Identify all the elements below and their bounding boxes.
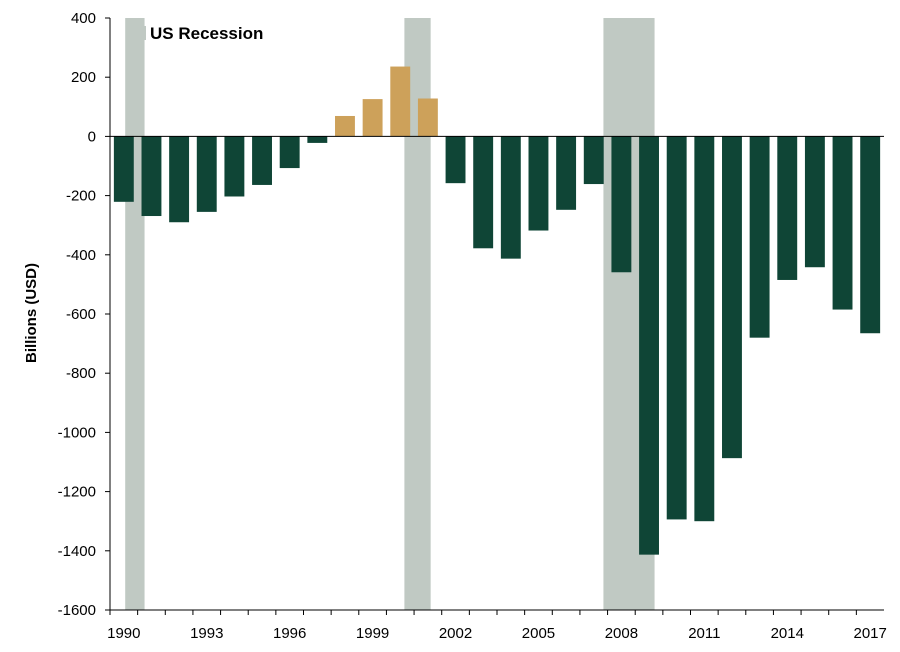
bar-1995: [252, 136, 272, 185]
y-tick-label: 200: [71, 69, 96, 86]
axes: [105, 17, 884, 615]
y-tick-label: -1200: [58, 484, 96, 501]
legend: US Recession: [134, 24, 263, 43]
bar-1998: [335, 115, 355, 137]
bar-2004: [500, 136, 521, 259]
bar-2009: [639, 136, 659, 555]
bar-2001: [417, 98, 438, 137]
bar-1994: [224, 136, 245, 197]
x-tick-label: 2017: [853, 625, 886, 642]
x-tick-label: 2008: [605, 625, 638, 642]
bar-2000: [390, 66, 411, 137]
y-tick-label: -1000: [58, 424, 96, 441]
bar-2003: [473, 136, 494, 249]
y-tick-label: 400: [71, 10, 96, 27]
x-tick-label: 1996: [273, 625, 306, 642]
bar-2010: [666, 136, 687, 520]
bar-2008: [611, 136, 632, 273]
x-tick-label: 2011: [688, 625, 720, 642]
bar-2013: [749, 136, 770, 338]
recession-bands: [125, 18, 655, 610]
x-tick-label: 1993: [190, 625, 223, 642]
y-axis-label: Billions (USD): [23, 263, 40, 363]
y-tick-label: -600: [66, 306, 96, 323]
x-tick-label: 1999: [356, 625, 389, 642]
y-tick-labels: 400 200 0 -200 -400 -600 -800 -1000 -1200 -1400 -1…: [58, 10, 96, 619]
bar-2014: [777, 136, 798, 280]
y-tick-label: -200: [66, 188, 96, 205]
bar-1997: [307, 136, 328, 143]
bar-1990: [113, 136, 134, 202]
bar-2006: [556, 136, 577, 210]
bar-2011: [694, 136, 715, 522]
recession-band-0: [125, 18, 145, 610]
x-tick-label: 2014: [771, 625, 804, 642]
y-tick-label: -400: [66, 247, 96, 264]
bar-2007: [583, 136, 604, 185]
y-tick-label: -1400: [58, 543, 96, 560]
x-tick-label: 2005: [522, 625, 555, 642]
legend-swatch-recession: [134, 26, 146, 40]
legend-label-recession: US Recession: [150, 24, 263, 43]
x-tick-label: 1990: [107, 625, 140, 642]
bars: [113, 66, 881, 555]
bar-2015: [804, 136, 825, 268]
bar-2016: [832, 136, 853, 310]
bar-1999: [362, 99, 383, 137]
bar-1992: [169, 136, 190, 223]
bar-2012: [722, 136, 742, 459]
bar-1993: [196, 136, 217, 212]
y-tick-label: 0: [88, 128, 96, 145]
bar-1991: [141, 136, 162, 217]
x-tick-label: 2002: [439, 625, 472, 642]
bar-2017: [860, 136, 881, 334]
y-tick-label: -1600: [58, 602, 96, 619]
bar-1996: [279, 136, 300, 169]
y-tick-label: -800: [66, 365, 96, 382]
x-tick-labels: 1990 1993 1996 1999 2002 2005 2008 2011 2014 2017: [107, 625, 887, 642]
bar-2005: [528, 136, 549, 231]
bar-2002: [445, 136, 466, 184]
